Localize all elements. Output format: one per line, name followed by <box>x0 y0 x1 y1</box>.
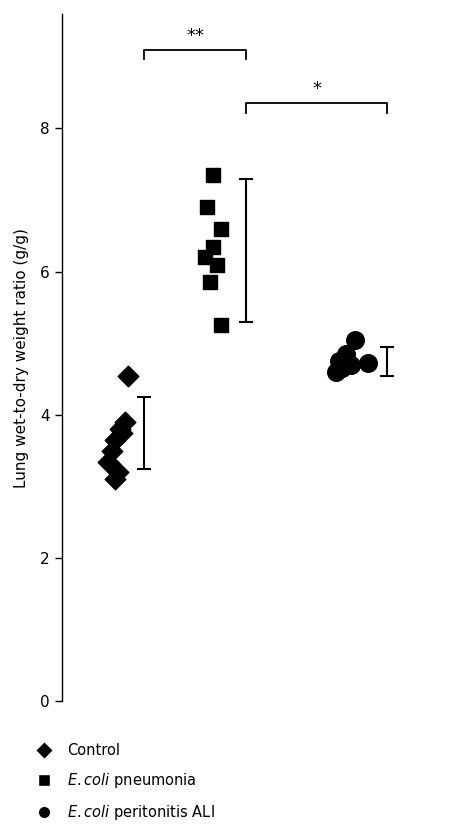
Point <box>335 354 342 368</box>
Text: **: ** <box>186 27 204 45</box>
Point <box>351 333 359 346</box>
Point <box>124 369 131 382</box>
Point <box>343 348 350 361</box>
Point <box>111 434 119 447</box>
Point <box>217 222 225 235</box>
Point <box>364 357 372 370</box>
Point <box>203 201 211 214</box>
Y-axis label: Lung wet-to-dry weight ratio (g/g): Lung wet-to-dry weight ratio (g/g) <box>14 228 29 488</box>
Point <box>109 445 116 458</box>
Point <box>121 415 128 429</box>
Point <box>201 251 209 264</box>
Point <box>111 473 119 486</box>
Point <box>116 423 124 436</box>
Point <box>347 358 355 371</box>
Point <box>210 168 217 182</box>
Point <box>213 258 221 271</box>
Point <box>104 455 112 468</box>
Point <box>210 240 217 254</box>
Legend: Control, $\it{E. coli}$ pneumonia, $\it{E. coli}$ peritonitis ALI: Control, $\it{E. coli}$ pneumonia, $\it{… <box>29 743 215 822</box>
Point <box>332 365 339 379</box>
Point <box>118 426 126 440</box>
Point <box>337 362 345 375</box>
Point <box>114 465 122 479</box>
Point <box>217 319 225 332</box>
Point <box>207 276 214 289</box>
Text: *: * <box>312 80 321 98</box>
